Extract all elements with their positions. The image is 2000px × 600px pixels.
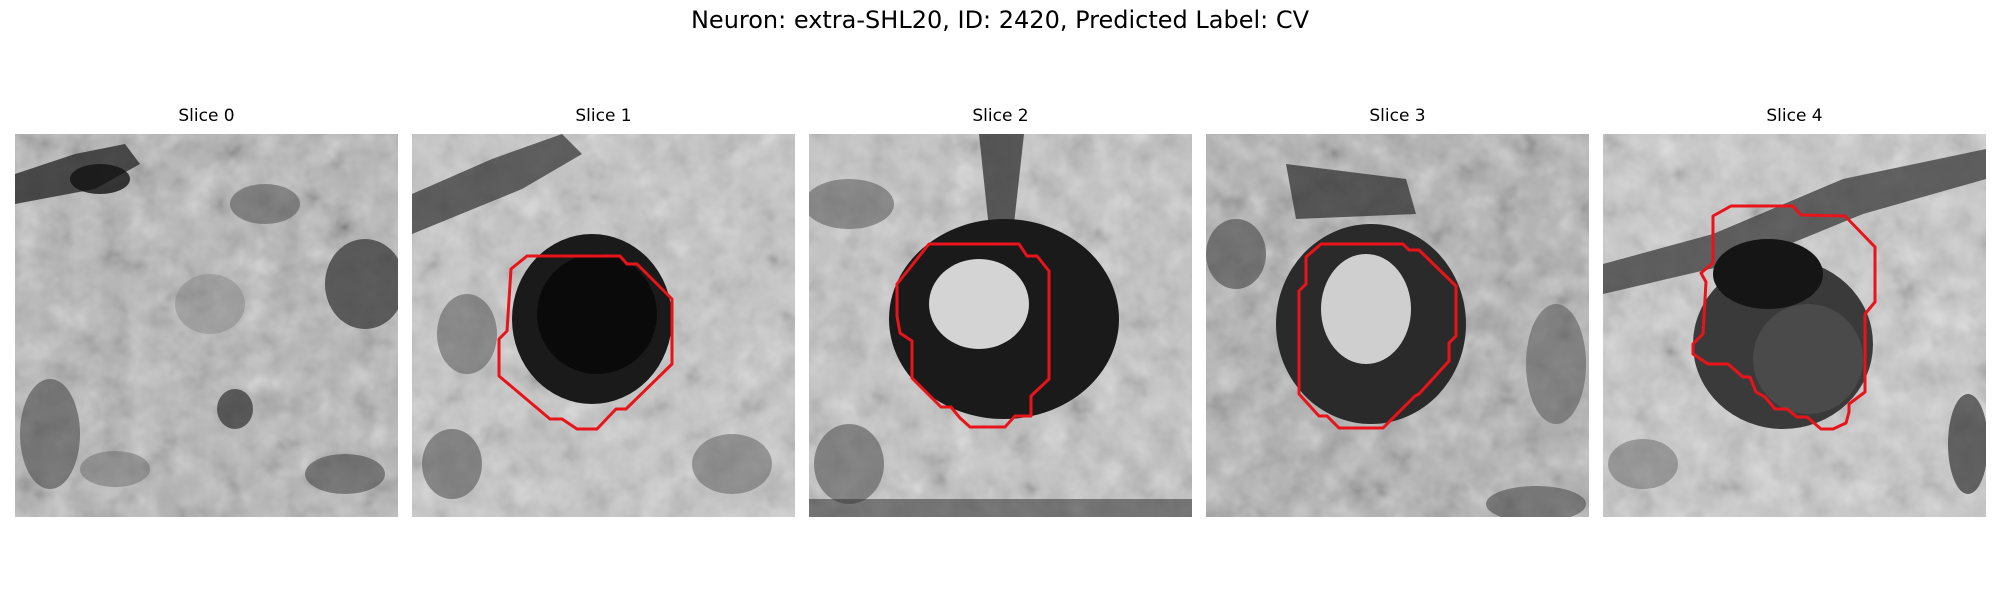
- slice-image: [1206, 134, 1589, 517]
- slice-image: [1603, 134, 1986, 517]
- slice-3-image: [1206, 134, 1589, 517]
- figure-title: Neuron: extra-SHL20, ID: 2420, Predicted…: [690, 6, 1310, 34]
- panel-title: Slice 4: [1766, 106, 1823, 126]
- panel-title: Slice 1: [575, 106, 632, 126]
- panel-slice-3: Slice 3: [1206, 106, 1589, 522]
- panel-title: Slice 0: [178, 106, 235, 126]
- slice-1-image: [412, 134, 795, 517]
- slice-2-image: [809, 134, 1192, 517]
- panel-slice-2: Slice 2: [809, 106, 1192, 522]
- segmentation-contour: [1691, 204, 1877, 431]
- slice-4-image: [1603, 134, 1986, 517]
- slice-image: [412, 134, 795, 517]
- slice-image: [15, 134, 398, 517]
- segmentation-contour: [497, 254, 674, 431]
- panel-title: Slice 2: [972, 106, 1029, 126]
- slice-image: [809, 134, 1192, 517]
- segmentation-contour: [1297, 242, 1458, 430]
- panel-slice-4: Slice 4: [1603, 106, 1986, 522]
- slice-0-image: [15, 134, 398, 517]
- panel-slice-1: Slice 1: [412, 106, 795, 522]
- panel-title: Slice 3: [1369, 106, 1426, 126]
- panel-slice-0: Slice 0: [15, 106, 398, 522]
- segmentation-contour: [895, 242, 1051, 429]
